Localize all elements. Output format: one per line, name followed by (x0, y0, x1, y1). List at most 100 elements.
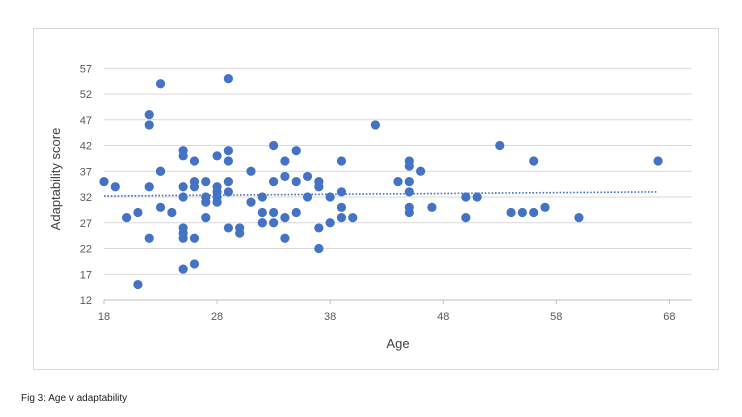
x-tick-label: 28 (211, 311, 223, 323)
data-point (404, 187, 414, 197)
data-point (133, 207, 143, 218)
data-point (246, 166, 256, 176)
x-tick-label: 18 (98, 311, 110, 323)
y-tick-label: 42 (80, 141, 92, 153)
data-point (144, 182, 154, 192)
data-point (302, 192, 313, 202)
data-point (269, 140, 279, 151)
y-tick-label: 22 (80, 244, 92, 256)
y-tick-label: 57 (80, 63, 92, 75)
x-axis-title: Age (386, 336, 409, 351)
data-point (178, 151, 188, 161)
data-point (280, 171, 290, 182)
data-point (336, 187, 347, 197)
data-point (461, 192, 471, 202)
data-point (314, 223, 324, 233)
data-point (404, 161, 414, 171)
data-point (325, 192, 335, 202)
y-tick-label: 37 (80, 166, 92, 178)
x-tick-label: 48 (437, 311, 449, 323)
data-point (653, 156, 663, 166)
data-point (155, 202, 166, 212)
data-point (291, 176, 301, 187)
data-point (370, 120, 380, 130)
trendline-layer (103, 191, 659, 197)
x-tick-label: 58 (550, 311, 562, 323)
data-point (416, 166, 426, 176)
y-tick-label: 52 (80, 89, 92, 101)
data-point (336, 156, 347, 166)
data-point (302, 171, 313, 182)
data-point (269, 176, 279, 187)
data-point (189, 182, 200, 192)
data-point (223, 176, 233, 187)
data-point (495, 140, 505, 151)
figure-caption: Fig 3: Age v adaptability (21, 393, 128, 404)
data-point (189, 156, 200, 166)
data-point (336, 202, 347, 212)
data-point (291, 146, 301, 156)
data-point (280, 156, 290, 166)
data-point (393, 176, 403, 187)
data-point (144, 233, 154, 243)
data-point (178, 233, 188, 243)
data-point (178, 264, 188, 274)
trendline (103, 191, 659, 197)
data-points (99, 73, 663, 290)
y-tick-label: 32 (80, 192, 92, 204)
data-point (223, 223, 233, 233)
data-point (201, 176, 211, 187)
y-tick-label: 17 (80, 269, 92, 281)
data-point (336, 213, 347, 223)
chart-frame: 12 17 22 27 32 37 42 47 52 57 18 28 38 48 58 68 Age Ada… (33, 28, 719, 370)
data-point (212, 197, 222, 207)
x-tick-label: 38 (324, 311, 336, 323)
data-point (167, 207, 177, 218)
data-point (404, 176, 414, 187)
data-point (280, 233, 290, 243)
data-point (178, 182, 188, 192)
data-point (235, 228, 245, 238)
data-point (178, 192, 188, 202)
data-point (246, 197, 256, 207)
y-tick-label: 27 (80, 218, 92, 230)
data-point (99, 176, 109, 187)
data-point (155, 79, 166, 89)
data-point (280, 213, 290, 223)
data-point (472, 192, 482, 202)
data-point (110, 182, 120, 192)
data-point (223, 156, 233, 166)
data-point (529, 156, 539, 166)
scatter-chart: 12 17 22 27 32 37 42 47 52 57 18 28 38 48 58 68 Age Ada… (48, 63, 692, 351)
data-point (529, 207, 539, 218)
data-point (144, 120, 154, 130)
data-point (269, 218, 279, 228)
data-point (574, 213, 584, 223)
y-tick-label: 12 (80, 295, 92, 307)
data-point (506, 207, 516, 218)
data-point (257, 192, 267, 202)
data-point (257, 218, 267, 228)
grid-lines (104, 67, 692, 301)
y-tick-label: 47 (80, 115, 92, 127)
data-point (133, 279, 143, 290)
data-point (201, 213, 211, 223)
data-point (223, 146, 233, 156)
data-point (540, 202, 550, 212)
data-point (201, 197, 211, 207)
data-point (427, 202, 437, 212)
data-point (155, 166, 166, 176)
data-point (348, 213, 358, 223)
data-point (212, 151, 222, 161)
x-tick-label: 68 (663, 311, 675, 323)
data-point (189, 259, 200, 269)
data-point (461, 213, 471, 223)
y-axis-title: Adaptability score (48, 128, 63, 231)
data-point (291, 207, 301, 218)
data-point (144, 110, 154, 120)
data-point (223, 187, 233, 197)
data-point (517, 207, 527, 218)
data-point (223, 73, 233, 84)
data-point (314, 182, 324, 192)
data-point (314, 243, 324, 254)
